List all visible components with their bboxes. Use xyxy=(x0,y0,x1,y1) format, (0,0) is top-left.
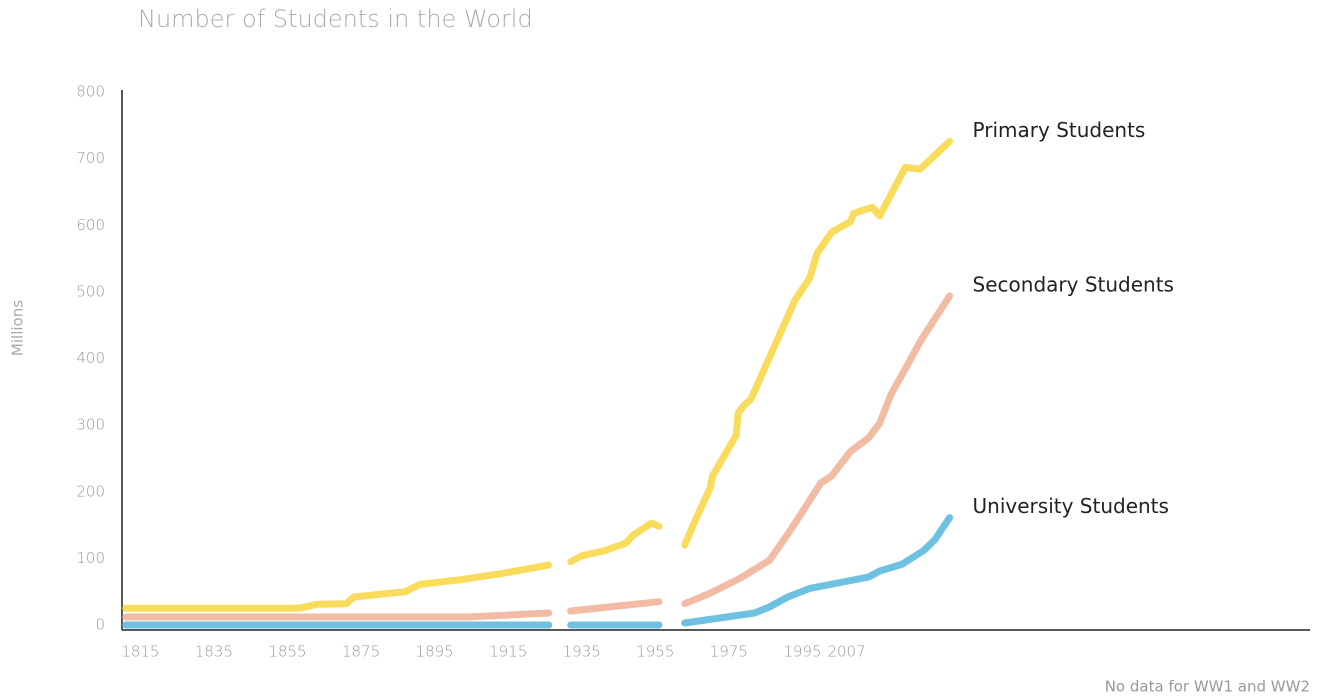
x-tick-label: 1855 xyxy=(268,643,306,661)
y-tick-label: 700 xyxy=(76,149,105,167)
x-tick-label: 1975 xyxy=(710,643,748,661)
x-tick-label: 1895 xyxy=(416,643,454,661)
y-tick-label: 300 xyxy=(76,416,105,434)
x-tick-label: 1915 xyxy=(489,643,527,661)
x-tick-label: 1815 xyxy=(121,643,159,661)
x-tick-label: 1875 xyxy=(342,643,380,661)
series-label: Secondary Students xyxy=(973,272,1174,296)
footnote: No data for WW1 and WW2 xyxy=(1105,678,1310,696)
series-line xyxy=(122,292,954,621)
y-tick-label: 200 xyxy=(76,482,105,500)
x-tick-label: 1955 xyxy=(636,643,674,661)
y-axis-label: Millions xyxy=(9,300,27,356)
x-tick-label: 2007 xyxy=(827,643,865,661)
series-line xyxy=(122,514,954,629)
y-tick-label: 500 xyxy=(76,282,105,300)
y-tick-label: 100 xyxy=(76,549,105,567)
x-tick-label: 1995 xyxy=(783,643,821,661)
y-tick-label: 400 xyxy=(76,349,105,367)
series-label: Primary Students xyxy=(973,118,1146,142)
series-label: University Students xyxy=(973,494,1169,518)
y-tick-label: 0 xyxy=(95,616,105,634)
y-tick-label: 800 xyxy=(76,83,105,101)
x-tick-label: 1935 xyxy=(563,643,601,661)
chart-title: Number of Students in the World xyxy=(138,5,533,33)
x-tick-label: 1835 xyxy=(195,643,233,661)
series-line xyxy=(122,137,954,612)
y-tick-label: 600 xyxy=(76,216,105,234)
